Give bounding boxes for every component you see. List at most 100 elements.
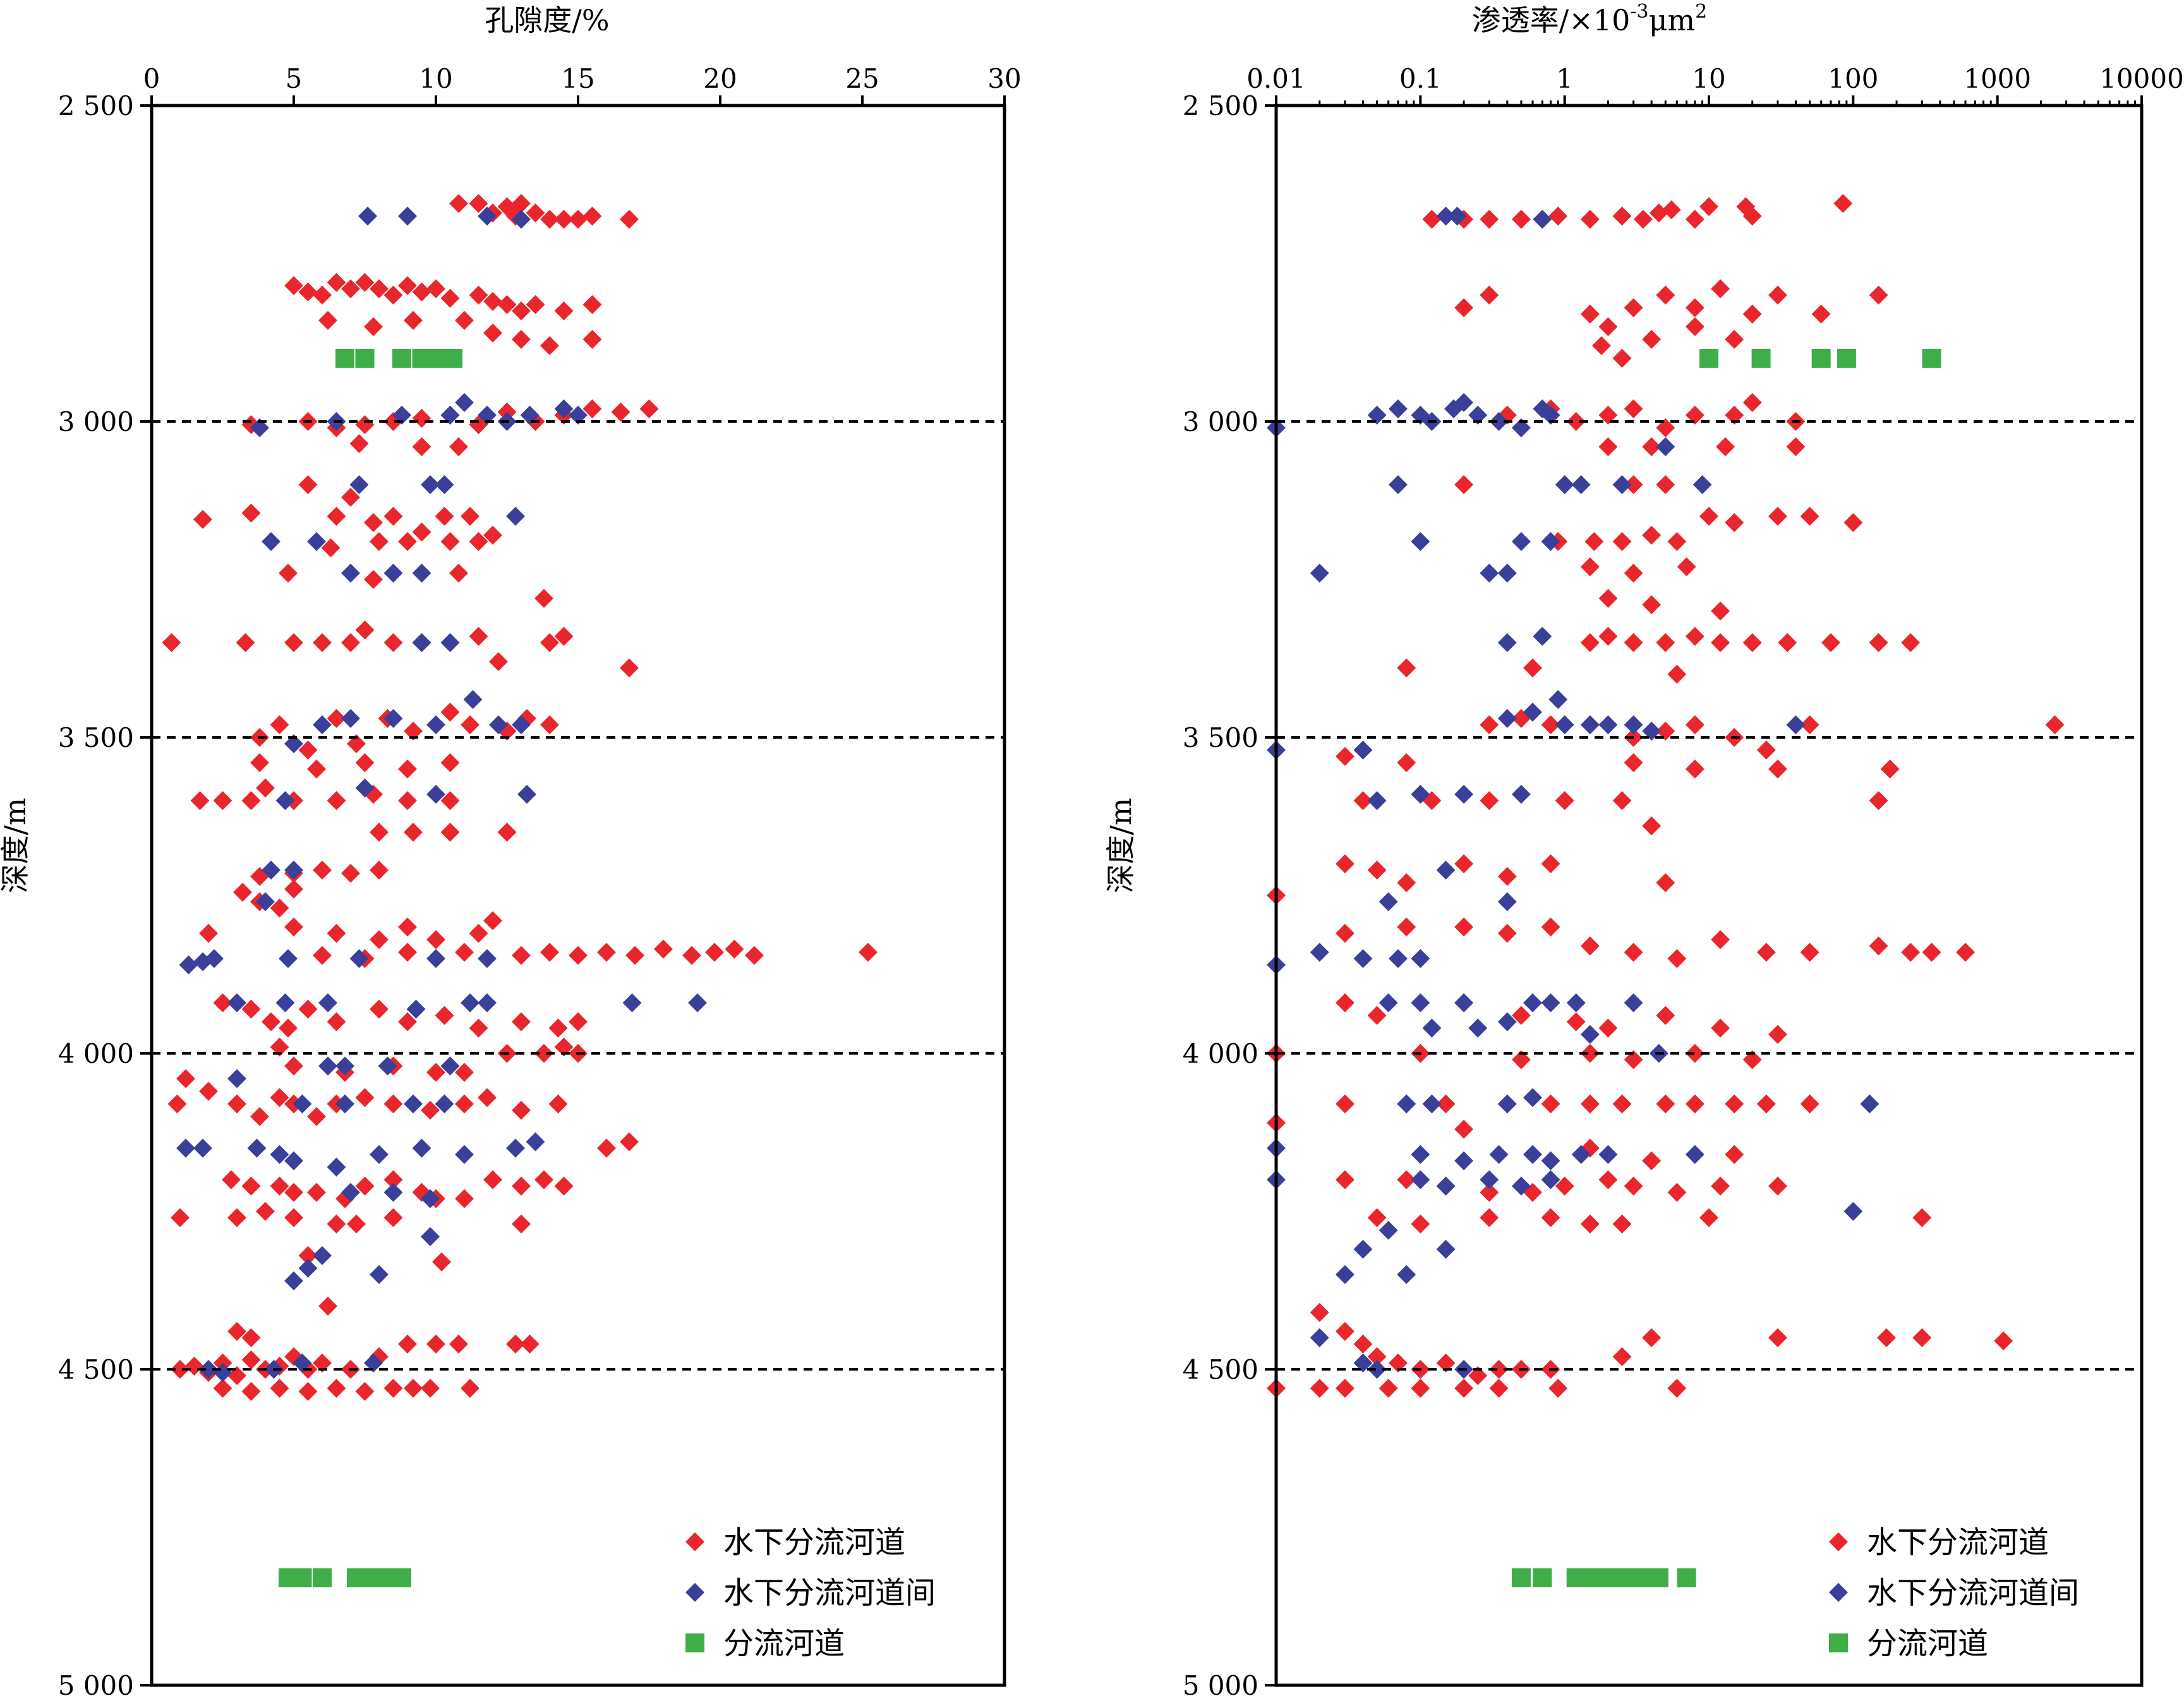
porosity-data-point	[506, 1139, 525, 1158]
depth-axis-title-right: 深度/m	[1104, 797, 1138, 893]
porosity-data-point	[327, 1012, 346, 1031]
permeability-data-point	[1353, 791, 1373, 810]
permeability-data-point	[1685, 1044, 1704, 1063]
porosity-data-point	[171, 1208, 190, 1227]
porosity-data-point	[284, 1151, 303, 1170]
porosity-data-point	[293, 1094, 312, 1113]
porosity-legend-label: 分流河道	[723, 1626, 845, 1661]
permeability-data-point	[1511, 1177, 1531, 1196]
porosity-data-point	[455, 311, 474, 330]
porosity-data-point	[455, 393, 474, 412]
permeability-data-point	[1699, 1208, 1718, 1227]
permeability-data-point	[1699, 507, 1718, 526]
permeability-legend-label: 水下分流河道	[1867, 1525, 2049, 1560]
porosity-data-point	[455, 1189, 474, 1208]
porosity-data-point	[236, 633, 255, 652]
permeability-data-point	[1692, 475, 1712, 494]
permeability-data-point	[1742, 1050, 1762, 1069]
porosity-data-point	[398, 791, 417, 810]
porosity-data-point	[469, 194, 488, 213]
porosity-data-point	[250, 1107, 269, 1126]
porosity-data-point	[449, 194, 468, 213]
permeability-data-point	[1725, 330, 1744, 349]
porosity-data-point	[358, 207, 377, 226]
permeability-y-tick-label: 4 000	[1183, 1038, 1258, 1069]
permeability-data-point	[1511, 1006, 1531, 1025]
permeability-data-point	[1523, 1145, 1542, 1164]
porosity-data-point	[335, 1057, 354, 1075]
porosity-data-point	[176, 1069, 195, 1088]
permeability-data-point	[1725, 513, 1744, 532]
porosity-data-point	[213, 791, 232, 810]
permeability-data-point	[1523, 993, 1542, 1012]
porosity-data-point	[284, 861, 303, 880]
porosity-data-point	[327, 1158, 346, 1177]
porosity-data-point	[347, 1214, 366, 1233]
porosity-data-point	[275, 993, 295, 1012]
permeability-data-point	[1685, 715, 1704, 734]
permeability-legend-label: 分流河道	[1867, 1626, 1988, 1661]
permeability-data-point	[1468, 406, 1488, 425]
porosity-data-point	[404, 722, 423, 741]
porosity-data-point	[270, 1145, 289, 1164]
porosity-data-point	[554, 399, 574, 418]
porosity-data-point	[463, 690, 483, 709]
permeability-data-point	[1497, 564, 1517, 583]
porosity-x-tick-label: 5	[286, 63, 303, 94]
porosity-data-point	[540, 336, 559, 355]
porosity-data-point	[517, 785, 536, 804]
permeability-data-point	[1480, 791, 1499, 810]
porosity-data-point	[298, 1246, 318, 1265]
porosity-data-point	[307, 532, 326, 551]
permeability-panel: 0.01 0.1 1 10 100 1000 10000 2 500 3 000 3 500 4 …	[1104, 1, 2184, 1696]
permeability-data-point	[1468, 1019, 1488, 1038]
porosity-data-point	[262, 532, 281, 551]
porosity-data-point	[745, 946, 764, 965]
porosity-data-point	[455, 943, 474, 962]
permeability-data-point	[1523, 658, 1542, 677]
porosity-data-point	[404, 1379, 423, 1398]
porosity-data-point	[383, 1170, 403, 1189]
porosity-data-point	[440, 791, 460, 810]
porosity-data-point	[256, 1202, 275, 1221]
permeability-data-point	[1725, 1094, 1744, 1113]
porosity-data-point	[284, 1347, 303, 1366]
permeability-data-point	[1821, 633, 1840, 652]
porosity-x-tick-label: 20	[703, 63, 737, 94]
porosity-data-point	[298, 1259, 318, 1278]
permeability-data-point	[1699, 197, 1718, 216]
permeability-data-point	[1480, 1170, 1499, 1189]
permeability-data-point	[1756, 943, 1776, 962]
porosity-data-point	[318, 1057, 337, 1075]
permeability-data-point	[1422, 1094, 1442, 1113]
permeability-data-point	[1994, 1331, 2013, 1350]
permeability-data-point	[1768, 760, 1787, 778]
permeability-data-point	[1335, 993, 1354, 1012]
permeability-data-point	[1786, 437, 1806, 456]
permeability-data-point	[1397, 873, 1416, 892]
porosity-data-point	[341, 633, 360, 652]
porosity-data-point	[298, 282, 318, 301]
porosity-data-point	[270, 1088, 289, 1107]
permeability-data-point	[1541, 1094, 1560, 1113]
porosity-data-point	[404, 311, 423, 330]
permeability-data-point	[1367, 1347, 1387, 1366]
porosity-data-point	[435, 475, 454, 494]
permeability-data-point	[1624, 633, 1643, 652]
permeability-data-point	[1656, 1006, 1675, 1025]
permeability-data-point	[1869, 633, 1888, 652]
permeability-data-point	[1379, 993, 1398, 1012]
permeability-data-point	[1612, 207, 1632, 226]
porosity-data-point	[404, 823, 423, 842]
permeability-data-point	[1869, 286, 1888, 305]
porosity-data-point	[370, 532, 389, 551]
porosity-data-point	[349, 949, 369, 968]
porosity-data-point	[383, 1208, 403, 1227]
porosity-data-point	[298, 475, 318, 494]
porosity-data-point	[478, 207, 497, 226]
porosity-data-point	[341, 709, 360, 728]
porosity-data-point	[327, 1379, 346, 1398]
porosity-data-point	[190, 791, 210, 810]
permeability-data-point	[1335, 1379, 1354, 1398]
